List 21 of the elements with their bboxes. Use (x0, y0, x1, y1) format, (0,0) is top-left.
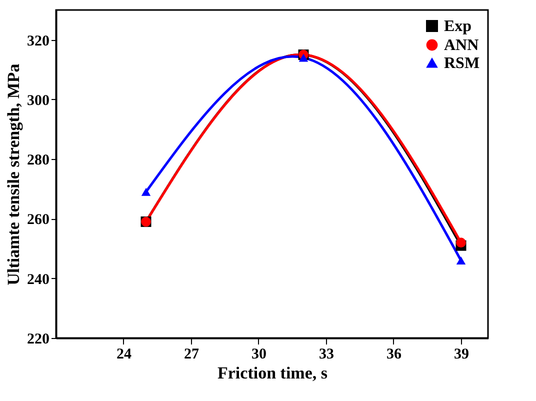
y-axis-title: Ultiamte tensile strength, MPa (4, 63, 23, 286)
x-tick-label: 39 (454, 346, 469, 362)
y-tick-label: 260 (27, 212, 50, 228)
x-tick-label: 30 (252, 346, 266, 362)
y-tick-label: 240 (27, 272, 50, 288)
point (141, 188, 151, 196)
point (456, 238, 466, 248)
x-axis-title: Friction time, s (218, 364, 328, 382)
point (298, 54, 308, 62)
x-tick-label: 36 (386, 346, 402, 362)
x-tick-label: 24 (116, 346, 132, 362)
legend-label: Exp (444, 18, 472, 35)
x-tick-label: 27 (184, 346, 200, 362)
y-tick-label: 300 (27, 92, 50, 109)
legend-label: ANN (444, 37, 480, 54)
y-tick-label: 280 (27, 152, 50, 169)
legend-label: RSM (444, 55, 480, 72)
point (456, 256, 466, 264)
y-tick-label: 220 (27, 332, 50, 348)
x-tick-label: 33 (319, 346, 334, 362)
y-tick-label: 320 (27, 33, 50, 50)
